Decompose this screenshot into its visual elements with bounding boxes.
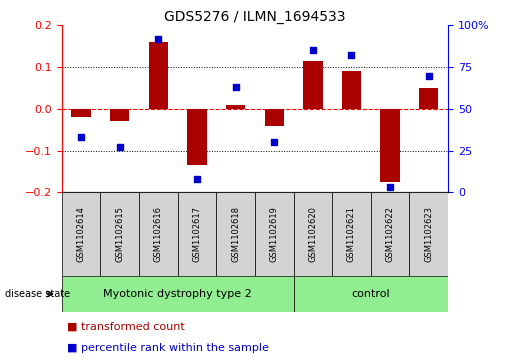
- Text: disease state: disease state: [5, 289, 70, 299]
- Point: [193, 176, 201, 182]
- Bar: [139, 192, 178, 276]
- Text: GSM1102614: GSM1102614: [77, 206, 85, 262]
- Point: [232, 84, 240, 90]
- Bar: [187, 109, 207, 165]
- Bar: [226, 105, 245, 109]
- Title: GDS5276 / ILMN_1694533: GDS5276 / ILMN_1694533: [164, 11, 346, 24]
- Bar: [265, 109, 284, 126]
- Bar: [255, 192, 294, 276]
- Bar: [294, 192, 332, 276]
- Bar: [216, 192, 255, 276]
- Bar: [62, 192, 100, 276]
- Bar: [100, 192, 139, 276]
- Bar: [342, 71, 361, 109]
- Text: Myotonic dystrophy type 2: Myotonic dystrophy type 2: [104, 289, 252, 299]
- Text: ■ transformed count: ■ transformed count: [67, 322, 185, 332]
- Bar: [371, 192, 409, 276]
- Bar: [332, 192, 371, 276]
- Text: GSM1102619: GSM1102619: [270, 206, 279, 262]
- Bar: [72, 109, 91, 117]
- Text: ■ percentile rank within the sample: ■ percentile rank within the sample: [67, 343, 269, 354]
- Bar: [110, 109, 129, 121]
- Bar: [294, 276, 448, 312]
- Bar: [409, 192, 448, 276]
- Point: [115, 144, 124, 150]
- Text: control: control: [351, 289, 390, 299]
- Text: GSM1102615: GSM1102615: [115, 206, 124, 262]
- Bar: [419, 88, 438, 109]
- Bar: [178, 192, 216, 276]
- Point: [154, 36, 163, 42]
- Point: [77, 134, 85, 140]
- Text: GSM1102622: GSM1102622: [386, 206, 394, 262]
- Point: [386, 184, 394, 190]
- Text: GSM1102620: GSM1102620: [308, 206, 317, 262]
- Text: GSM1102618: GSM1102618: [231, 206, 240, 262]
- Text: GSM1102623: GSM1102623: [424, 206, 433, 262]
- Text: GSM1102621: GSM1102621: [347, 206, 356, 262]
- Point: [309, 48, 317, 53]
- Bar: [381, 109, 400, 182]
- Bar: [149, 42, 168, 109]
- Point: [270, 139, 278, 145]
- Text: GSM1102617: GSM1102617: [193, 206, 201, 262]
- Point: [424, 73, 433, 78]
- Text: GSM1102616: GSM1102616: [154, 206, 163, 262]
- Bar: [62, 276, 294, 312]
- Bar: [303, 61, 322, 109]
- Point: [347, 53, 355, 58]
